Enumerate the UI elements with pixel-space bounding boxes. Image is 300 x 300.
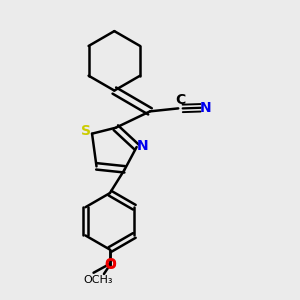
Text: OCH₃: OCH₃: [83, 275, 113, 285]
Text: O: O: [104, 258, 116, 272]
Text: O: O: [104, 257, 116, 271]
Text: N: N: [200, 101, 212, 115]
Text: N: N: [137, 139, 148, 152]
Text: S: S: [80, 124, 91, 138]
Text: C: C: [176, 93, 186, 107]
